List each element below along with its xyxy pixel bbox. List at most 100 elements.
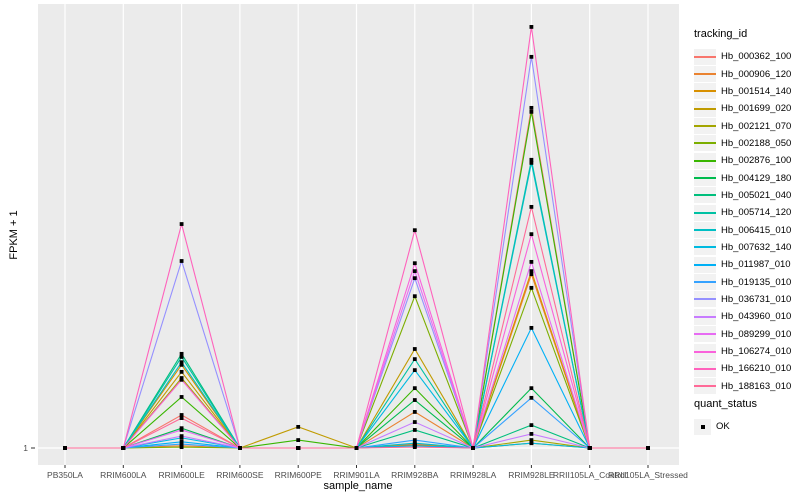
- legend-key-swatch: [694, 204, 716, 221]
- legend-quant-status: quant_status OK: [694, 398, 757, 435]
- data-point: [179, 351, 184, 356]
- data-point: [529, 232, 534, 237]
- data-point: [179, 362, 184, 367]
- data-point: [529, 160, 534, 165]
- data-point: [529, 54, 534, 59]
- data-point: [412, 438, 417, 442]
- legend-key-swatch: [694, 152, 716, 169]
- legend-item: Hb_007632_140: [694, 239, 791, 256]
- legend-item-label: Hb_002121_070: [721, 120, 792, 132]
- x-tick-label: RRIM600LA: [100, 470, 147, 480]
- data-point: [354, 446, 359, 450]
- legend-line-sample: [694, 90, 716, 93]
- legend-line-sample: [694, 263, 716, 266]
- legend-item-label: Hb_188163_010: [721, 380, 792, 392]
- legend-key-swatch: [694, 274, 716, 291]
- data-point: [529, 441, 534, 446]
- data-point: [238, 446, 242, 450]
- legend-key-swatch: [694, 187, 716, 204]
- data-point: [529, 105, 534, 110]
- x-tick-label: RRIM928LE: [508, 470, 555, 480]
- data-point: [412, 420, 417, 424]
- data-point: [179, 222, 184, 226]
- legend-line-sample: [694, 367, 716, 370]
- legend-key-swatch: [694, 239, 716, 256]
- legend-item: Hb_002876_100: [694, 152, 791, 169]
- legend-line-sample: [694, 142, 716, 145]
- data-point: [646, 446, 650, 450]
- data-point: [529, 259, 534, 264]
- legend-line-sample: [694, 333, 716, 336]
- data-point: [179, 360, 184, 365]
- legend-item-label: Hb_001514_140: [721, 85, 792, 97]
- legend-item: Hb_000906_120: [694, 65, 791, 83]
- data-point: [412, 428, 417, 432]
- panel-background: [38, 4, 679, 465]
- data-point: [412, 441, 417, 446]
- legend-item: Hb_006415_010: [694, 221, 792, 239]
- legend-item: Hb_011987_010: [694, 256, 791, 273]
- square-point-icon: [700, 424, 705, 429]
- data-point: [529, 269, 534, 274]
- legend-item: Hb_036731_010: [694, 291, 791, 308]
- legend-line-sample: [694, 73, 716, 76]
- legend-item-label: Hb_000362_100: [721, 51, 792, 63]
- legend-item: Hb_089299_010: [694, 326, 791, 343]
- legend-item-label: Hb_001699_020: [721, 103, 792, 115]
- legend-key-swatch: [694, 360, 716, 377]
- data-point: [179, 434, 184, 439]
- data-point: [63, 446, 67, 450]
- legend-line-sample: [694, 159, 716, 162]
- legend-line-sample: [694, 350, 716, 353]
- legend-item: Hb_166210_010: [694, 360, 791, 377]
- data-point: [412, 261, 417, 266]
- legend-item: Hb_043960_010: [694, 308, 791, 325]
- data-point: [529, 395, 534, 400]
- data-point: [296, 446, 301, 450]
- legend-item-label: Hb_089299_010: [721, 328, 792, 340]
- data-point: [179, 442, 184, 446]
- quant-legend-item-label: OK: [716, 421, 730, 433]
- legend-line-sample: [694, 246, 716, 249]
- legend-key-swatch: [694, 135, 716, 152]
- legend-key-swatch: [694, 100, 716, 117]
- data-point: [471, 446, 475, 450]
- legend-item-label: Hb_011987_010: [721, 259, 791, 271]
- legend-line-sample: [694, 177, 716, 180]
- legend-line-sample: [694, 107, 716, 110]
- legend-item-label: Hb_166210_010: [721, 363, 792, 375]
- x-axis-title: sample_name: [323, 480, 393, 492]
- x-tick-label: RRIM928LA: [450, 470, 497, 480]
- data-point: [179, 355, 184, 359]
- data-point: [412, 445, 417, 450]
- data-point: [529, 157, 534, 162]
- x-tick-label: PB350LA: [47, 470, 83, 480]
- x-tick-label: RRIM600SE: [216, 470, 264, 480]
- legend-items: Hb_000362_100 Hb_000906_120 Hb_001514_140 H…: [694, 48, 791, 395]
- y-axis-title: FPKM + 1: [8, 210, 20, 260]
- legend-line-sample: [694, 211, 716, 214]
- legend-item-label: Hb_043960_010: [721, 311, 792, 323]
- legend-key-swatch: [694, 48, 716, 65]
- legend-line-sample: [694, 385, 716, 388]
- legend-item-label: Hb_036731_010: [721, 293, 792, 305]
- legend-item-label: Hb_002876_100: [721, 155, 792, 167]
- legend-item-label: Hb_007632_140: [721, 241, 792, 253]
- legend-item-label: Hb_005714_120: [721, 207, 792, 219]
- quant-legend-items: OK: [694, 418, 757, 435]
- legend-line-sample: [694, 281, 716, 284]
- data-point: [529, 423, 534, 428]
- legend-item-label: Hb_005021_040: [721, 189, 792, 201]
- legend-line-sample: [694, 298, 716, 301]
- legend-key-swatch: [694, 343, 716, 360]
- x-tick-label: RRIM600PE: [275, 470, 323, 480]
- data-point: [296, 424, 301, 429]
- legend-key-swatch: [694, 378, 716, 395]
- quant-legend-item: OK: [694, 418, 757, 435]
- legend-line-sample: [694, 55, 716, 58]
- x-tick-label: RRII105LA_Control: [553, 470, 627, 480]
- legend-item-label: Hb_006415_010: [721, 224, 792, 236]
- data-point: [529, 386, 534, 391]
- data-point: [529, 272, 534, 277]
